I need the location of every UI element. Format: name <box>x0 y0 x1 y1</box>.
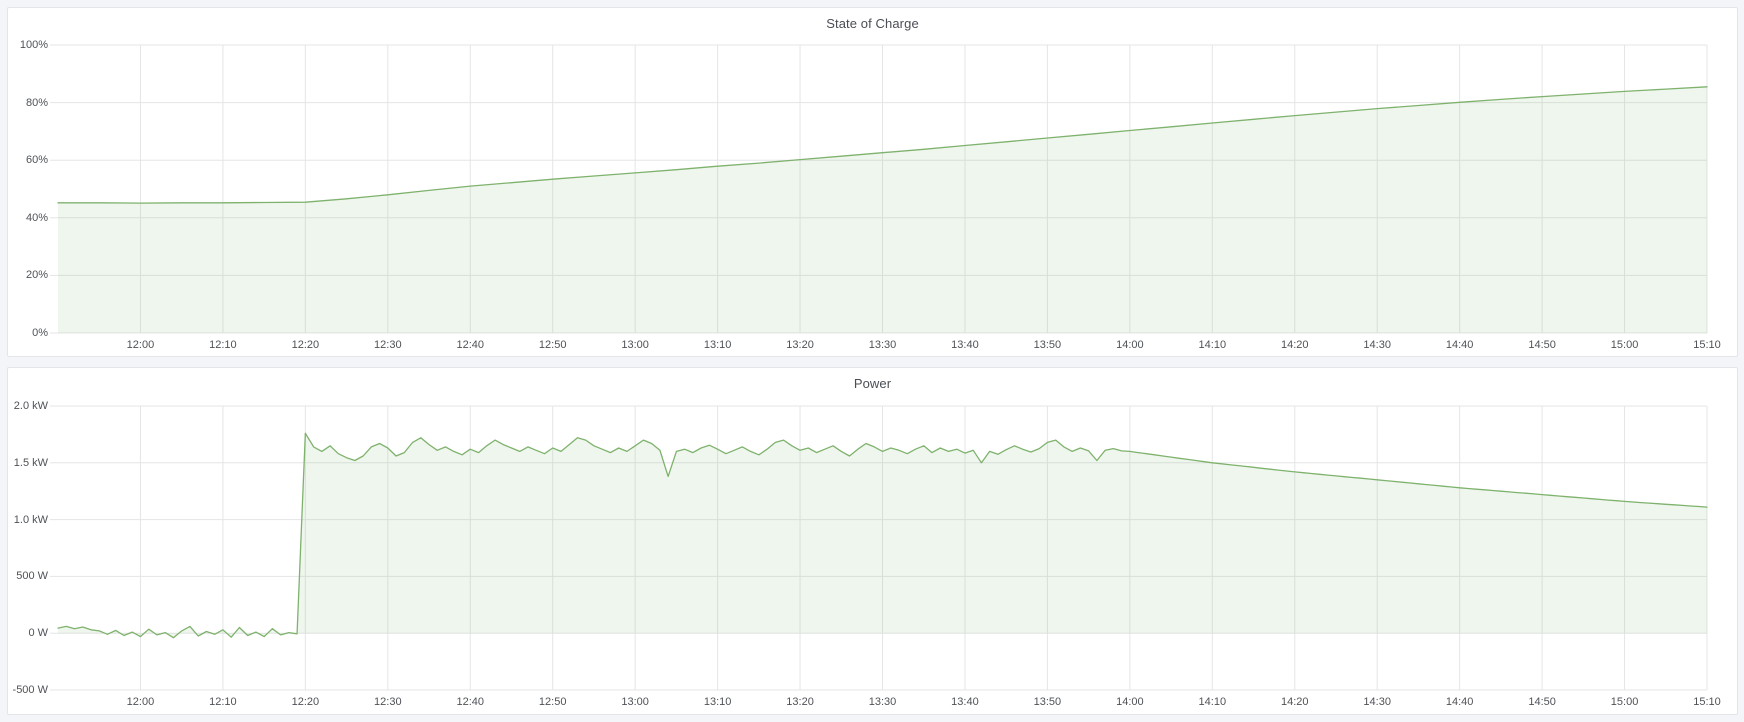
state-of-charge-chart[interactable]: 0% 20% 40% 60% 80% 100% 12:00 12:10 12:20 12:30 1… <box>20 39 1721 351</box>
x-axis-tick-label: 14:20 <box>1280 339 1309 351</box>
power-panel: Power -500 W 0 W 500 W 1.0 kW 1.5 kW 2.0 kW 1… <box>7 367 1738 715</box>
x-axis-tick-label: 12:00 <box>126 696 155 708</box>
x-axis-tick-label: 13:50 <box>1033 339 1062 351</box>
y-axis-tick-label: 1.5 kW <box>13 456 48 469</box>
x-axis-tick-label: 12:40 <box>456 696 485 708</box>
x-axis-tick-label: 12:20 <box>291 339 320 351</box>
power-area-chart[interactable] <box>58 406 1707 690</box>
x-axis-tick-label: 12:10 <box>209 339 237 351</box>
x-axis-tick-label: 15:00 <box>1610 696 1639 708</box>
x-axis-tick-label: 14:50 <box>1528 339 1556 351</box>
power-x-axis-labels: 12:00 12:10 12:20 12:30 12:40 12:50 13:00 13:10… <box>58 696 1721 710</box>
state-of-charge-area-chart[interactable] <box>58 45 1707 333</box>
x-axis-tick-label: 14:30 <box>1363 696 1391 708</box>
y-axis-tick-label: 0% <box>32 327 48 339</box>
panel-title: State of Charge <box>826 16 919 31</box>
x-axis-tick-label: 13:20 <box>786 696 814 708</box>
x-axis-tick-label: 12:40 <box>456 339 485 351</box>
x-axis-tick-label: 13:30 <box>868 339 897 351</box>
y-axis-tick-label: 500 W <box>16 570 48 583</box>
y-axis-tick-label: 0 W <box>28 627 48 640</box>
x-axis-tick-label: 15:10 <box>1693 696 1721 708</box>
x-axis-tick-label: 12:20 <box>291 696 320 708</box>
x-axis-tick-label: 14:20 <box>1280 696 1309 708</box>
x-axis-tick-label: 14:10 <box>1198 339 1227 351</box>
x-axis-tick-label: 13:50 <box>1033 696 1062 708</box>
y-axis-tick-label: 60% <box>25 154 48 167</box>
x-axis-tick-label: 13:10 <box>703 696 732 708</box>
x-axis-tick-label: 14:40 <box>1445 696 1474 708</box>
soc-x-axis-labels: 12:00 12:10 12:20 12:30 12:40 12:50 13:00 13:10… <box>58 339 1721 353</box>
x-axis-tick-label: 12:30 <box>374 339 402 351</box>
x-axis-tick-label: 14:10 <box>1198 696 1227 708</box>
y-axis-tick-label: 40% <box>25 211 48 224</box>
x-axis-tick-label: 12:30 <box>374 696 402 708</box>
y-axis-tick-label: -500 W <box>12 684 48 696</box>
y-axis-tick-label: 80% <box>25 96 48 109</box>
x-axis-tick-label: 13:10 <box>703 339 732 351</box>
panel-title: Power <box>853 376 892 391</box>
x-axis-tick-label: 13:20 <box>786 339 814 351</box>
x-axis-tick-label: 12:50 <box>538 339 567 351</box>
y-axis-tick-label: 1.0 kW <box>13 513 48 526</box>
x-axis-tick-label: 12:00 <box>126 339 155 351</box>
x-axis-tick-label: 15:10 <box>1693 339 1721 351</box>
x-axis-tick-label: 14:00 <box>1116 339 1144 351</box>
x-axis-tick-label: 14:30 <box>1363 339 1391 351</box>
x-axis-tick-label: 13:40 <box>951 696 979 708</box>
x-axis-tick-label: 14:40 <box>1445 339 1474 351</box>
x-axis-tick-label: 12:50 <box>538 696 567 708</box>
x-axis-tick-label: 13:30 <box>868 696 897 708</box>
x-axis-tick-label: 14:00 <box>1116 696 1144 708</box>
x-axis-tick-label: 14:50 <box>1528 696 1556 708</box>
y-axis-tick-label: 20% <box>25 269 48 282</box>
x-axis-tick-label: 12:10 <box>209 696 237 708</box>
x-axis-tick-label: 13:00 <box>621 339 649 351</box>
y-axis-tick-label: 100% <box>19 39 48 51</box>
soc-y-axis-labels: 0% 20% 40% 60% 80% 100% <box>0 39 48 339</box>
power-y-axis-labels: -500 W 0 W 500 W 1.0 kW 1.5 kW 2.0 kW <box>0 400 48 696</box>
x-axis-tick-label: 15:00 <box>1610 339 1639 351</box>
y-axis-tick-label: 2.0 kW <box>13 400 48 412</box>
state-of-charge-panel: State of Charge 0% 20% 40% 60% 80% 100% 12:00… <box>7 7 1738 357</box>
x-axis-tick-label: 13:00 <box>621 696 649 708</box>
x-axis-tick-label: 13:40 <box>951 339 979 351</box>
